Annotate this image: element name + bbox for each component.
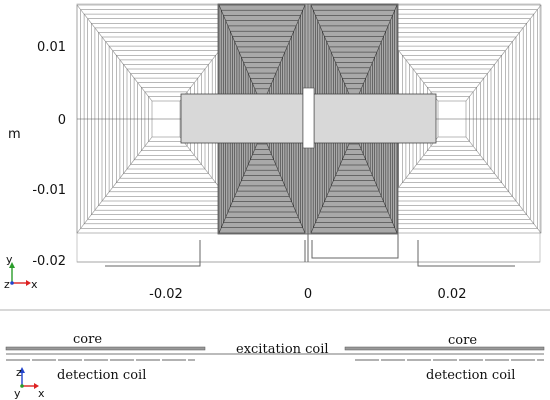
core-left-side — [5, 346, 206, 351]
coil-diagonal — [266, 4, 306, 95]
triad-label-z: z — [16, 366, 22, 379]
triad-label-x: x — [38, 387, 45, 400]
y-tick-label: 0 — [58, 113, 66, 128]
y-tick-label: 0.01 — [37, 40, 66, 55]
side-view: core core excitation coil detection coil… — [5, 332, 545, 400]
lead-wires — [105, 148, 515, 267]
label-core-left: core — [73, 332, 102, 347]
coil-diagonal — [310, 4, 350, 95]
x-tick-label: 0 — [304, 287, 312, 302]
coil-diagonal — [218, 4, 258, 95]
axis-triad-side: z y x — [14, 366, 45, 400]
core-right-side — [344, 346, 545, 351]
coil-diagonal — [218, 143, 258, 234]
coil-diagonal — [358, 4, 398, 95]
center-gap — [302, 87, 315, 149]
x-tick-label: -0.02 — [149, 287, 183, 302]
label-excitation-coil: excitation coil — [236, 342, 329, 357]
label-core-right: core — [448, 333, 477, 348]
coil-diagonal — [358, 143, 398, 234]
y-unit-label: m — [8, 127, 21, 142]
core-left — [180, 93, 304, 144]
coil-diagonal — [266, 143, 306, 234]
coil-diagonal — [465, 4, 542, 102]
label-detection-coil-left: detection coil — [57, 368, 146, 383]
y-tick-label: -0.01 — [32, 183, 66, 198]
core-right — [313, 93, 437, 144]
coil-diagonal — [465, 136, 542, 234]
axis-triad-top: y z x — [4, 253, 38, 291]
coil-diagonal — [76, 136, 153, 234]
triad-label-z: z — [4, 278, 10, 291]
triad-label-x: x — [31, 278, 38, 291]
label-detection-coil-right: detection coil — [426, 368, 515, 383]
x-tick-label: 0.02 — [438, 287, 467, 302]
coil-diagonal — [76, 4, 153, 102]
top-view: 0.01 0 -0.01 -0.02 m -0.02 0 0.02 y z x — [4, 3, 542, 302]
triad-label-y: y — [6, 253, 13, 266]
triad-label-y: y — [14, 387, 21, 400]
coil-diagonal — [310, 143, 350, 234]
y-tick-label: -0.02 — [32, 254, 66, 269]
